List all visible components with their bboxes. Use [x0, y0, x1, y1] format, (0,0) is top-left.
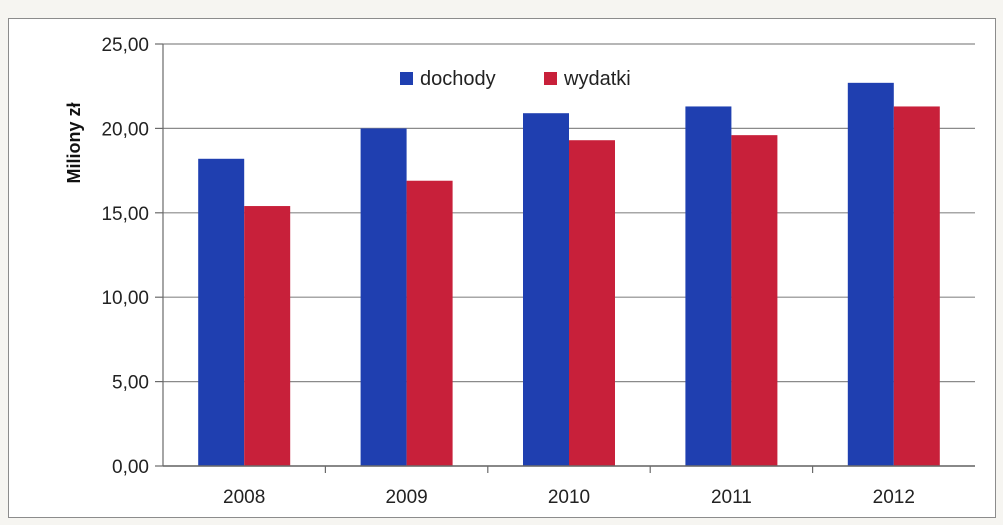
- y-tick-label: 5,00: [112, 373, 149, 394]
- bar-dochody-2012: [847, 82, 894, 466]
- x-tick-label: 2009: [385, 487, 427, 508]
- y-axis-title: Miliony zł: [64, 103, 84, 184]
- legend-swatch-wydatki: [544, 72, 557, 85]
- y-tick-label: 0,00: [112, 457, 149, 478]
- y-tick-label: 20,00: [101, 119, 149, 140]
- legend-swatch-dochody: [400, 72, 413, 85]
- y-tick-label: 15,00: [101, 204, 149, 225]
- x-tick-label: 2010: [548, 487, 590, 508]
- bar-wydatki-2009: [406, 180, 453, 466]
- legend-label-dochody: dochody: [420, 68, 496, 90]
- y-tick-label: 10,00: [101, 288, 149, 309]
- chart-frame: [8, 18, 996, 518]
- x-tick-label: 2008: [223, 487, 265, 508]
- y-tick-label: 25,00: [101, 35, 149, 56]
- bar-dochody-2010: [523, 113, 569, 466]
- legend-label-wydatki: wydatki: [563, 68, 631, 90]
- bar-dochody-2008: [198, 158, 245, 466]
- bars: [198, 82, 940, 467]
- x-tick-label: 2012: [873, 487, 915, 508]
- bar-wydatki-2011: [731, 135, 778, 467]
- y-axis: 0,00 5,00 10,00 15,00 20,00 25,00: [101, 35, 164, 478]
- bar-dochody-2011: [685, 106, 732, 467]
- bar-wydatki-2008: [244, 206, 291, 466]
- legend: dochody wydatki: [400, 68, 631, 90]
- x-tick-label: 2011: [711, 487, 752, 508]
- bar-wydatki-2012: [893, 106, 940, 467]
- x-axis: 2008 2009 2010 2011 2012: [163, 465, 975, 508]
- bar-wydatki-2010: [569, 140, 615, 466]
- bar-dochody-2009: [360, 128, 407, 466]
